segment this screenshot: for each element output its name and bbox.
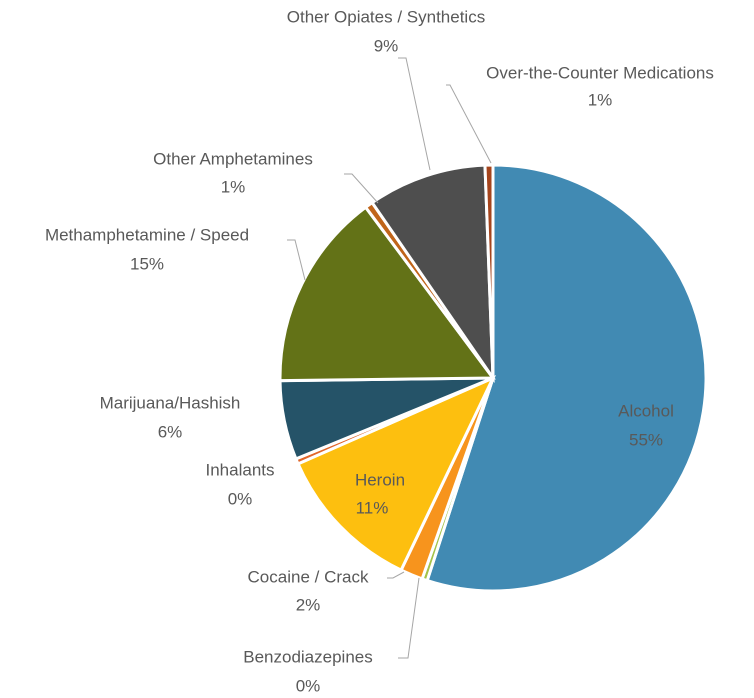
slice-value-label: 6%	[158, 422, 183, 441]
slice-value-label: 0%	[296, 676, 321, 695]
leader-line	[398, 57, 431, 171]
slice-label: Marijuana/Hashish	[100, 393, 241, 412]
pie-slice	[278, 205, 496, 383]
leader-line	[387, 571, 405, 579]
slice-label: Methamphetamine / Speed	[45, 225, 249, 244]
slice-value-label: 9%	[374, 36, 399, 55]
slice-value-label: 0%	[228, 489, 253, 508]
leader-line	[344, 173, 379, 204]
slice-value-label: 55%	[629, 430, 663, 449]
leader-line	[446, 84, 492, 164]
slice-value-label: 15%	[130, 254, 164, 273]
slice-value-label: 11%	[356, 498, 389, 517]
slice-value-label: 2%	[296, 595, 321, 614]
slice-label: Other Opiates / Synthetics	[287, 7, 485, 26]
slice-value-label: 1%	[588, 90, 613, 109]
pie-slice	[483, 163, 495, 379]
leader-line	[287, 239, 306, 281]
pie-slice	[425, 163, 708, 593]
slice-label: Alcohol	[618, 401, 674, 420]
slice-label: Benzodiazepines	[243, 647, 372, 666]
slice-label: Cocaine / Crack	[248, 567, 369, 586]
slice-label: Other Amphetamines	[153, 149, 313, 168]
slice-value-label: 1%	[221, 177, 246, 196]
leader-line	[398, 577, 420, 659]
pie-slice	[296, 374, 497, 573]
slice-label: Heroin	[355, 470, 405, 489]
slice-label: Inhalants	[206, 460, 275, 479]
slice-label: Over-the-Counter Medications	[486, 63, 714, 82]
